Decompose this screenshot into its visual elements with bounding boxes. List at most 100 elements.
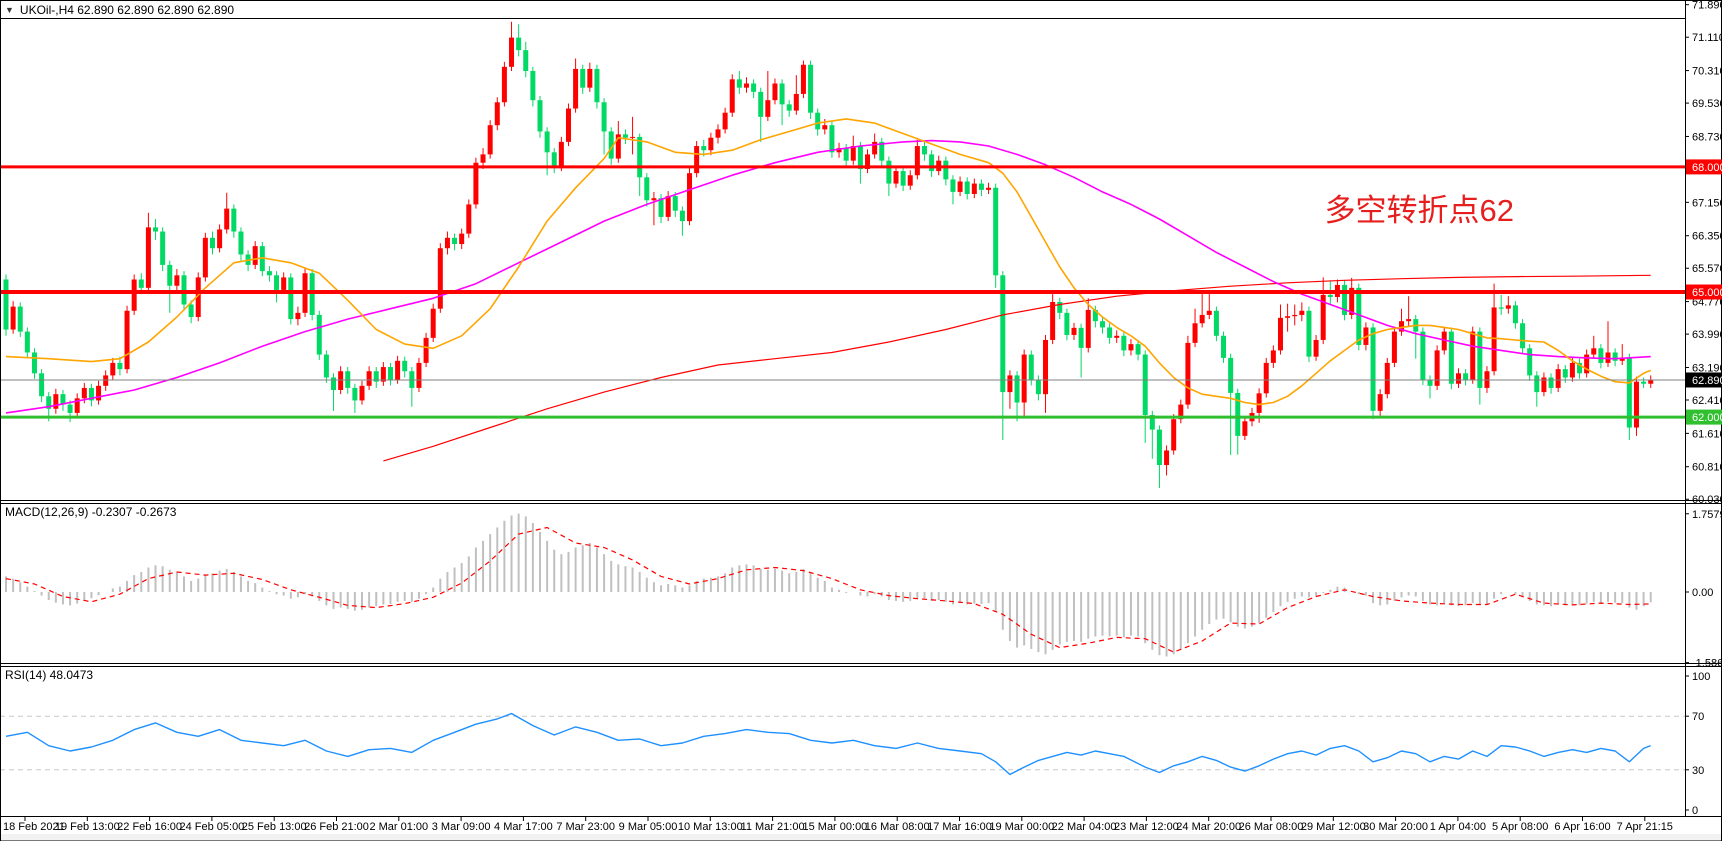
candle-bear (950, 179, 956, 192)
candle-bear (530, 70, 536, 101)
candle-bull (957, 181, 963, 192)
candle-bear (1427, 379, 1433, 386)
price-tick-label: 62.410 (1692, 395, 1722, 407)
candle-bull (295, 312, 301, 320)
candle-bull (1491, 307, 1497, 372)
candle-bear (1512, 305, 1518, 324)
candle-bear (857, 146, 863, 169)
candle-bull (765, 100, 771, 117)
price-tick-label: 71.890 (1692, 0, 1722, 12)
candle-bear (1035, 379, 1041, 395)
price-tick-label: 64.770 (1692, 297, 1722, 309)
price-tick-label: 69.530 (1692, 98, 1722, 110)
candle-bear (160, 231, 166, 265)
candle-bear (1641, 381, 1647, 384)
candle-bull (1605, 352, 1611, 363)
date-label: 26 Mar 08:00 (1239, 821, 1304, 833)
candle-bull (1050, 302, 1056, 340)
candle-bull (630, 136, 636, 138)
candle-bull (743, 83, 749, 88)
date-label: 22 Feb 16:00 (117, 821, 182, 833)
candle-bear (929, 154, 935, 172)
candle-bear (31, 352, 37, 374)
candle-bull (281, 277, 287, 290)
candle-bull (202, 237, 208, 278)
candle-bull (145, 227, 151, 288)
price-level-box[interactable] (1686, 284, 1722, 300)
candle-bull (1555, 369, 1561, 388)
bottom-strip (1, 834, 1721, 841)
candle-bull (558, 141, 564, 167)
candle-bear (46, 396, 52, 409)
candle-bull (124, 310, 130, 370)
candle-bear (964, 181, 970, 195)
candle-bear (622, 134, 628, 138)
candle-bull (1648, 379, 1654, 384)
date-label: 16 Mar 08:00 (865, 821, 930, 833)
ma-mid-magenta-line (5, 139, 1651, 414)
candle-bull (722, 112, 728, 130)
candle-bear (1107, 327, 1113, 338)
candle-bear (672, 196, 678, 211)
price-level-box[interactable] (1686, 409, 1722, 425)
candle-bull (1256, 393, 1262, 413)
candle-bear (60, 394, 66, 405)
candle-bull (1085, 309, 1091, 348)
candle-bull (893, 171, 899, 184)
candle-bull (1313, 339, 1319, 357)
candle-bear (900, 171, 906, 186)
candle-bear (402, 360, 408, 372)
candle-bear (608, 131, 614, 159)
symbol-dropdown-icon[interactable]: ▼ (5, 4, 14, 15)
price-level-box[interactable] (1686, 159, 1722, 175)
date-label: 15 Mar 00:00 (802, 821, 867, 833)
candle-bull (359, 385, 365, 401)
candle-bear (886, 160, 892, 184)
candle-bull (473, 162, 479, 205)
candle-bear (1448, 331, 1454, 384)
candle-bear (537, 100, 543, 132)
candle-bear (331, 377, 337, 390)
candle-bear (352, 387, 358, 401)
candle-bull (1299, 310, 1305, 315)
candle-bear (1498, 307, 1504, 309)
candle-bull (195, 277, 201, 318)
rsi-indicator-label: RSI(14) 48.0473 (5, 668, 94, 682)
date-label: 23 Mar 12:00 (1114, 821, 1179, 833)
candle-bear (1463, 373, 1469, 380)
candle-bull (1242, 421, 1248, 436)
price-level-box[interactable] (1686, 372, 1722, 388)
date-label: 19 Feb 13:00 (55, 821, 120, 833)
candle-bull (1391, 331, 1397, 363)
candle-bear (1156, 429, 1162, 466)
candle-bull (1569, 362, 1575, 378)
annotation-text[interactable]: 多空转折点62 (1324, 193, 1514, 228)
candle-bull (587, 68, 593, 88)
candle-bear (181, 275, 187, 305)
candle-bull (494, 102, 500, 126)
candle-bull (615, 134, 621, 159)
candle-bear (879, 141, 885, 161)
candle-bull (1285, 316, 1291, 318)
candle-bull (366, 371, 372, 386)
candle-bull (872, 141, 878, 155)
candle-bull (1192, 323, 1198, 343)
candle-bear (1121, 335, 1127, 351)
candle-bear (1598, 348, 1604, 363)
candle-bull (772, 83, 778, 101)
candle-bull (1470, 331, 1476, 380)
candle-bear (1000, 275, 1006, 393)
macd-signal-line (5, 526, 1651, 653)
date-label: 30 Mar 20:00 (1363, 821, 1428, 833)
candle-bull (395, 360, 401, 380)
candle-bear (594, 68, 600, 103)
candle-bear (373, 371, 379, 382)
candle-bear (259, 246, 265, 272)
candle-bull (416, 362, 422, 388)
candle-bear (1306, 310, 1312, 357)
price-tick-label: 68.730 (1692, 131, 1722, 143)
candle-bull (53, 394, 59, 409)
candle-bull (1591, 348, 1597, 355)
candle-bear (1370, 327, 1376, 411)
